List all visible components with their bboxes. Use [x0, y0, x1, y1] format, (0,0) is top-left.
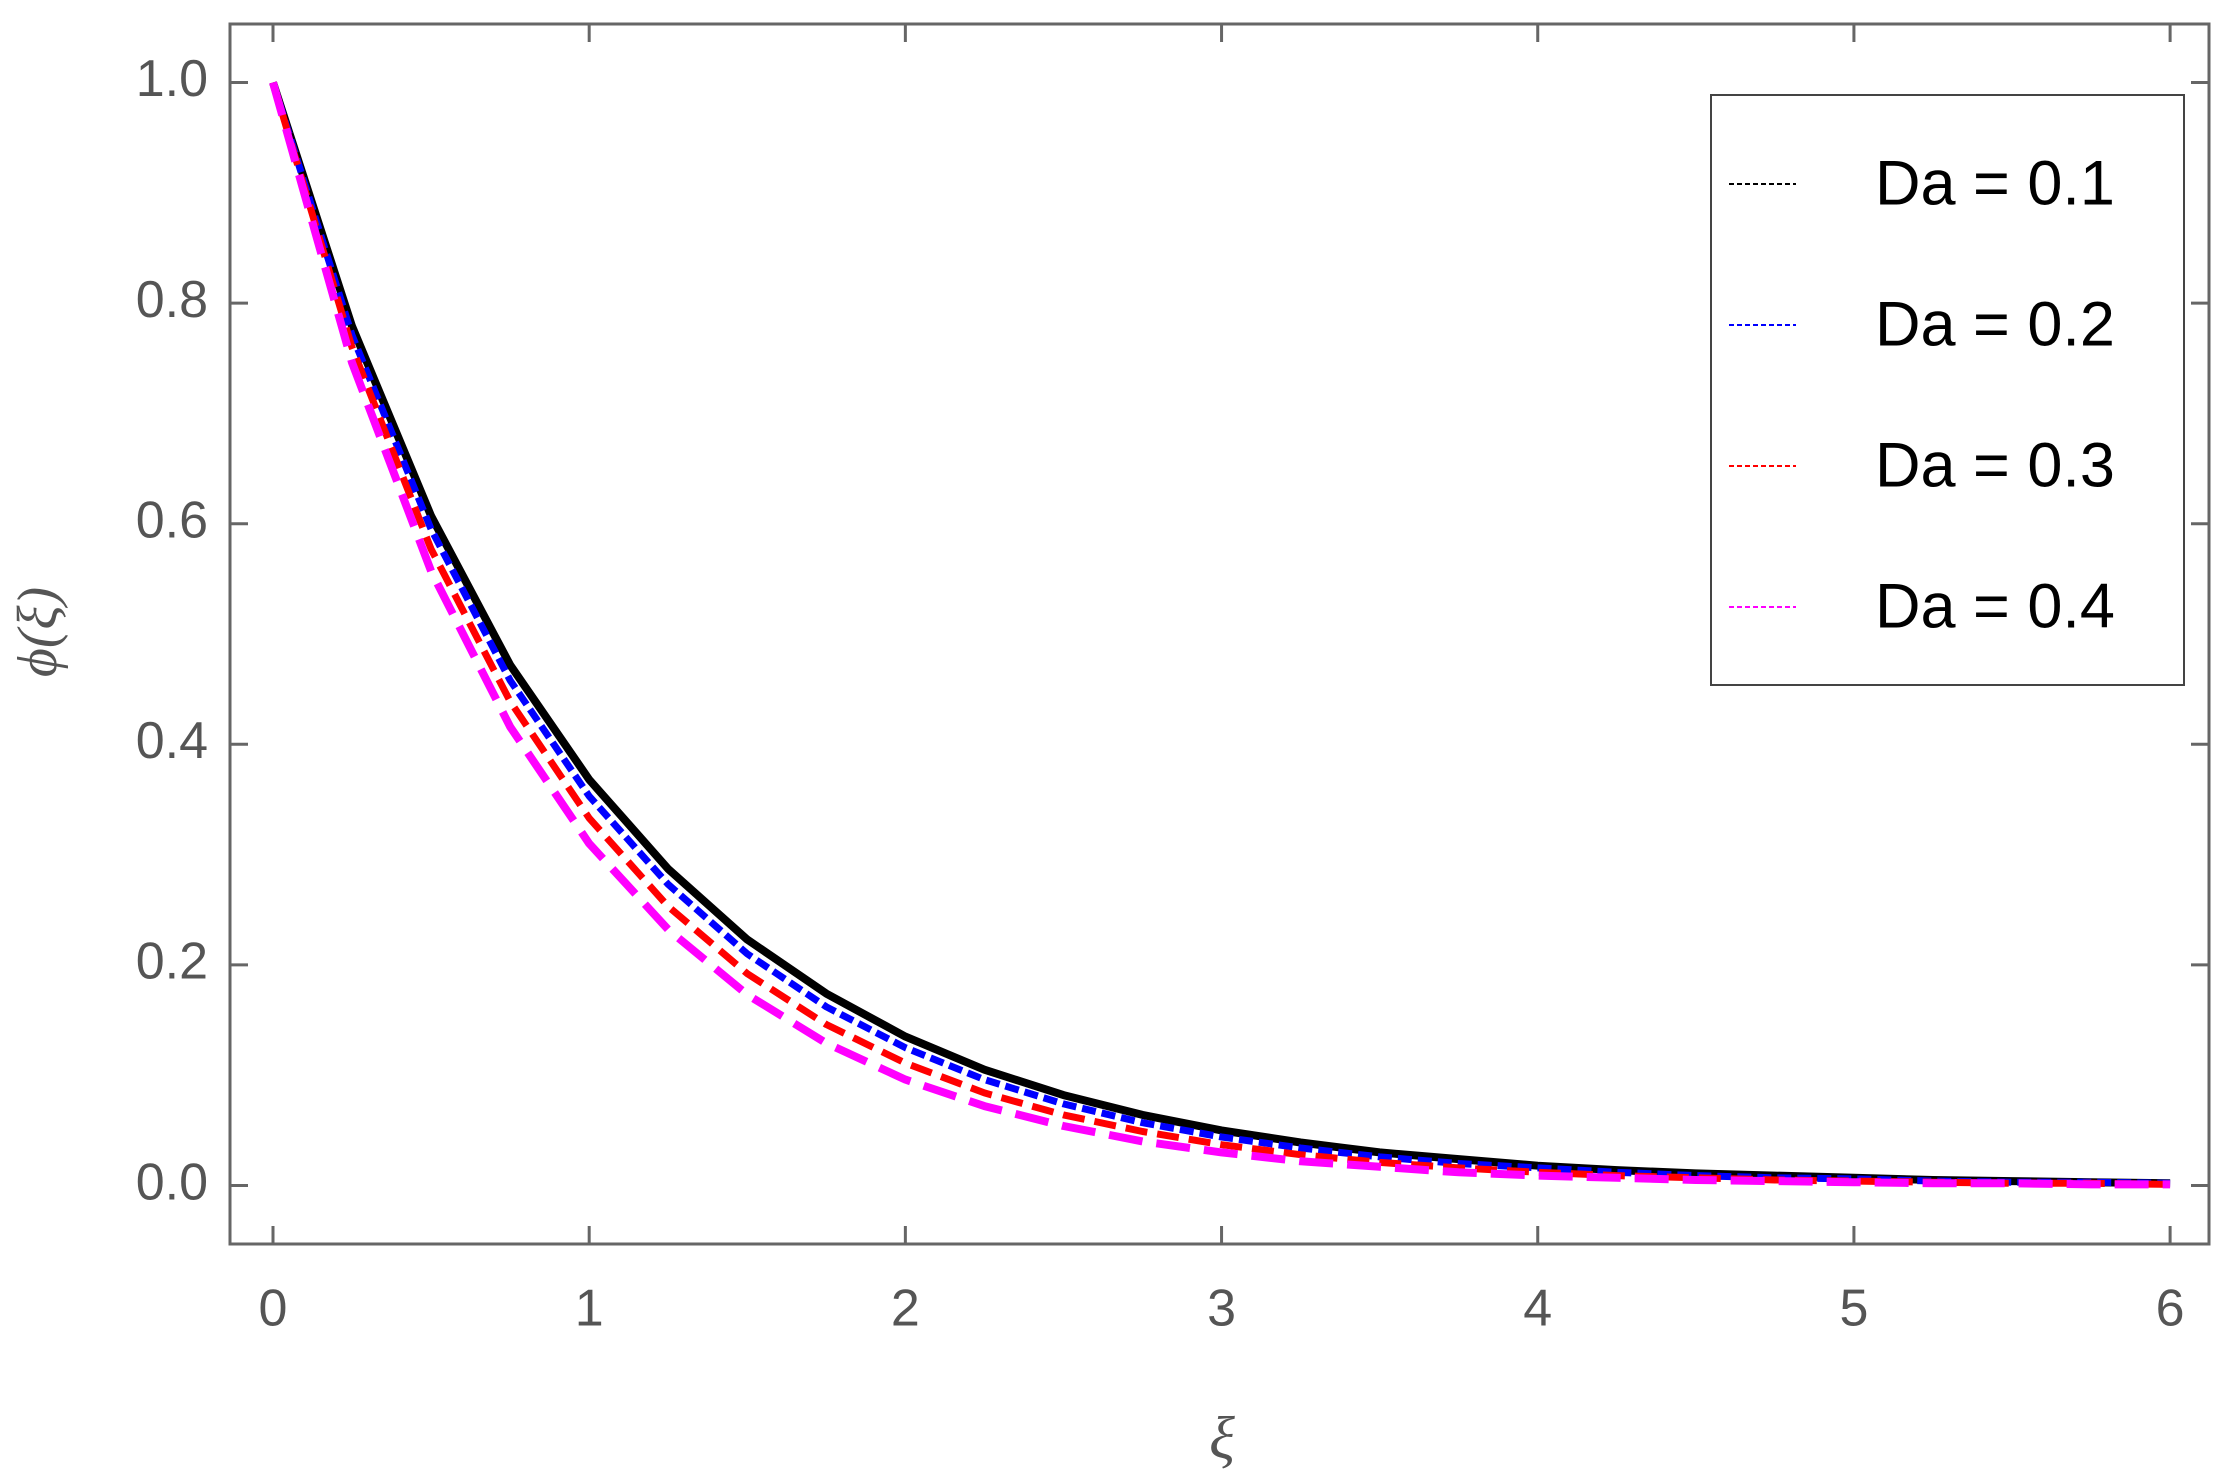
x-tick-label: 6	[2156, 1280, 2185, 1338]
y-tick-label: 0.4	[136, 712, 208, 770]
x-tick-label: 2	[891, 1280, 920, 1338]
series-line	[269, 81, 2171, 1189]
y-tick-label: 1.0	[136, 50, 208, 108]
x-axis-label: ξ	[1209, 1405, 1235, 1471]
series-line	[269, 81, 2171, 1187]
y-tick-label: 0.0	[136, 1153, 208, 1211]
x-tick-label: 1	[575, 1280, 604, 1338]
legend-label: Da = 0.4	[1875, 572, 2115, 642]
x-tick-label: 4	[1523, 1280, 1552, 1338]
x-tick-label: 3	[1207, 1280, 1236, 1338]
plot-frame	[228, 22, 2211, 1246]
x-tick-label: 0	[259, 1280, 288, 1338]
y-tick-label: 0.2	[136, 933, 208, 991]
y-axis-label: ϕ(ξ)	[7, 587, 69, 677]
legend-label: Da = 0.1	[1875, 149, 2115, 219]
series-line	[269, 81, 2171, 1188]
series-line	[269, 81, 2171, 1188]
y-tick-label: 0.8	[136, 271, 208, 329]
legend-box	[1710, 94, 2185, 686]
legend-label: Da = 0.2	[1875, 290, 2115, 360]
legend-label: Da = 0.3	[1875, 431, 2115, 501]
x-tick-label: 5	[1839, 1280, 1868, 1338]
y-tick-label: 0.6	[136, 491, 208, 549]
